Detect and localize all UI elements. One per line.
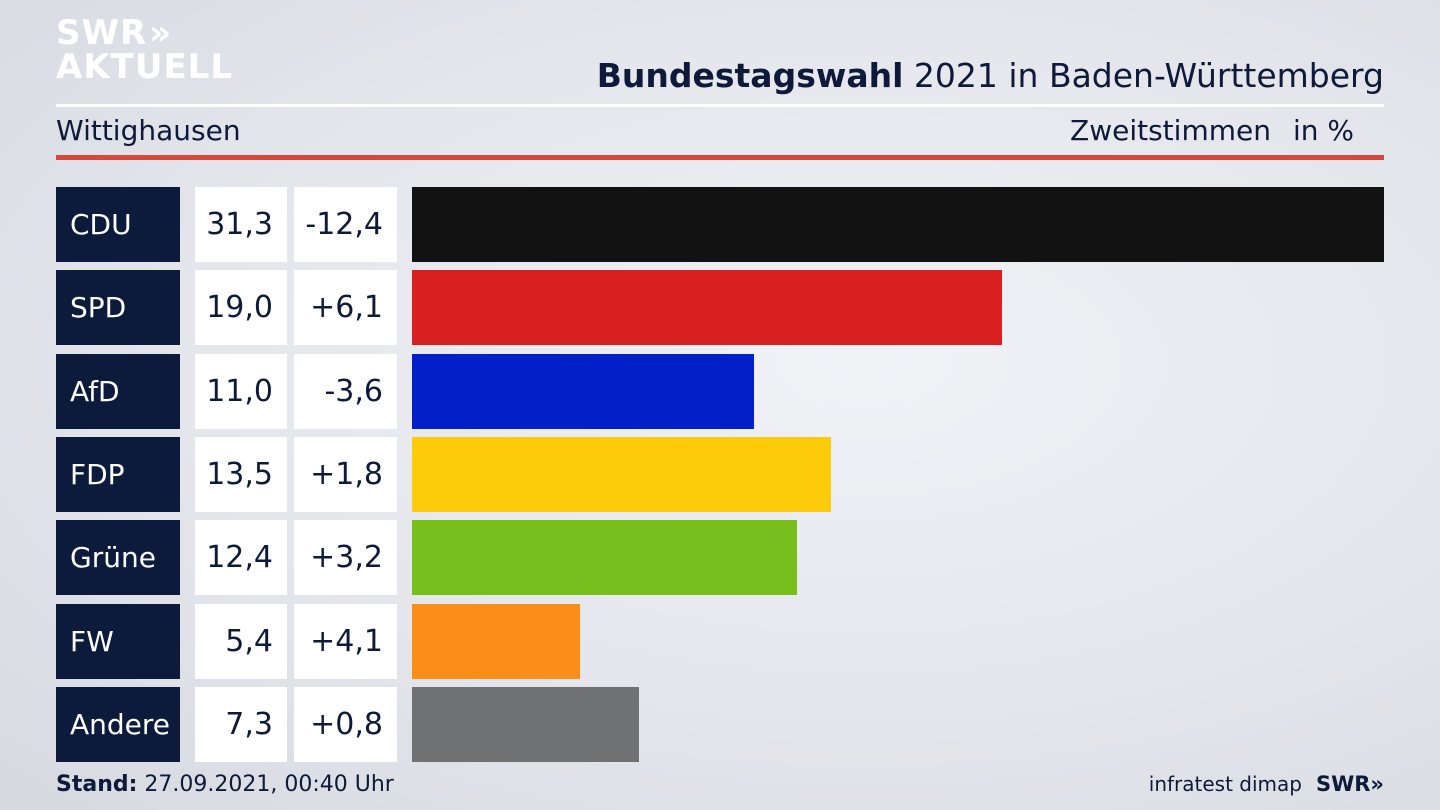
divider-red xyxy=(56,155,1384,160)
change-value: +4,1 xyxy=(294,603,397,679)
vote-share-value: 19,0 xyxy=(195,270,287,346)
bar xyxy=(412,187,1384,262)
title-bold: Bundestagswahl xyxy=(596,56,904,95)
change-value: +0,8 xyxy=(294,686,397,762)
bar xyxy=(412,353,754,429)
bar-row: AfD 11,0 -3,6 xyxy=(56,353,1384,429)
change-value: -3,6 xyxy=(294,353,397,429)
party-label: Andere xyxy=(56,686,180,762)
change-value: +6,1 xyxy=(294,270,397,346)
bar xyxy=(412,270,1003,346)
vote-share-value: 13,5 xyxy=(195,436,287,512)
source-credit: infratest dimap SWR» xyxy=(1149,772,1384,796)
bar-row: FDP 13,5 +1,8 xyxy=(56,436,1384,512)
vote-share-value: 31,3 xyxy=(195,187,287,262)
logo-text-swr: SWR xyxy=(56,13,148,53)
bar-row: Grüne 12,4 +3,2 xyxy=(56,520,1384,596)
measure-label: Zweitstimmen xyxy=(1070,114,1271,147)
bar xyxy=(412,436,832,512)
title-rest: 2021 in Baden-Württemberg xyxy=(903,56,1384,95)
bar xyxy=(412,603,580,679)
swr-brand-logo: SWR» xyxy=(1315,772,1384,796)
party-label: FW xyxy=(56,603,180,679)
vote-share-value: 5,4 xyxy=(195,603,287,679)
stand-label: Stand: xyxy=(56,772,138,797)
vote-share-value: 12,4 xyxy=(195,520,287,596)
logo-chevron-icon: » xyxy=(149,13,171,53)
chart-title: Bundestagswahl 2021 in Baden-Württemberg xyxy=(597,56,1384,95)
party-label: CDU xyxy=(56,187,180,262)
stand-value: 27.09.2021, 00:40 Uhr xyxy=(137,772,394,797)
vote-share-value: 11,0 xyxy=(195,353,287,429)
swr-aktuell-logo: SWR» AKTUELL xyxy=(56,16,233,84)
unit-label: in % xyxy=(1292,114,1354,147)
change-value: -12,4 xyxy=(294,187,397,262)
timestamp: Stand: 27.09.2021, 00:40 Uhr xyxy=(56,772,394,797)
location-label: Wittighausen xyxy=(56,114,241,147)
party-label: AfD xyxy=(56,353,180,429)
party-label: FDP xyxy=(56,436,180,512)
bar-row: CDU 31,3 -12,4 xyxy=(56,187,1384,262)
change-value: +3,2 xyxy=(294,520,397,596)
bar xyxy=(412,686,639,762)
party-label: SPD xyxy=(56,270,180,346)
logo-text-aktuell: AKTUELL xyxy=(56,47,234,87)
bar xyxy=(412,520,798,596)
divider-top xyxy=(56,104,1384,107)
bar-row: FW 5,4 +4,1 xyxy=(56,603,1384,679)
bar-row: Andere 7,3 +0,8 xyxy=(56,686,1384,762)
source-label: infratest dimap xyxy=(1148,772,1302,796)
vote-share-value: 7,3 xyxy=(195,686,287,762)
bar-row: SPD 19,0 +6,1 xyxy=(56,270,1384,346)
change-value: +1,8 xyxy=(294,436,397,512)
party-label: Grüne xyxy=(56,520,180,596)
measure-unit: Zweitstimmen in % xyxy=(1070,114,1354,147)
